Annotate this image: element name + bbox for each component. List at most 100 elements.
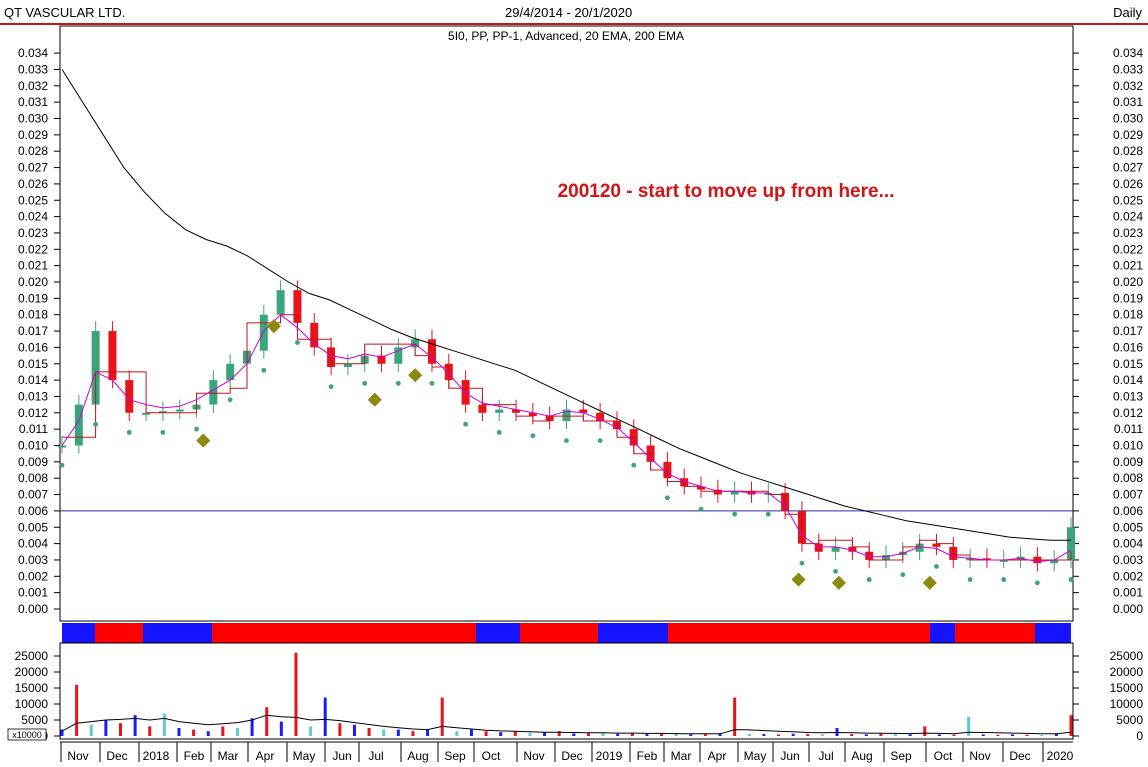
price-panel — [59, 25, 1074, 622]
price-bar — [999, 559, 1008, 562]
price-bar — [528, 412, 537, 417]
price-bar — [427, 339, 436, 364]
interval-label: Daily — [1113, 5, 1142, 20]
volume-ma-line — [61, 714, 1072, 735]
volume-bar — [89, 724, 93, 736]
volume-bar — [250, 718, 254, 736]
price-tick-label: 0.027 — [1113, 161, 1143, 175]
time-label: May — [293, 749, 316, 763]
volume-bar — [513, 731, 517, 736]
time-label: Feb — [637, 749, 658, 763]
volume-tick-label: 5000 — [21, 713, 48, 727]
signal-dot — [900, 572, 906, 578]
annotation-text: 200120 - start to move up from here... — [558, 181, 895, 202]
time-label: Jun — [780, 749, 799, 763]
price-bar — [125, 380, 134, 413]
price-bar — [831, 546, 840, 552]
price-tick-label: 0.005 — [18, 520, 48, 534]
volume-bar — [148, 726, 152, 736]
time-label: Nov — [969, 749, 990, 763]
time-label: Sep — [890, 749, 912, 763]
price-bar — [579, 409, 588, 413]
price-tick-label: 0.009 — [1113, 455, 1143, 469]
price-bar — [158, 411, 167, 414]
band-segment — [62, 623, 95, 643]
volume-bar — [630, 733, 634, 736]
volume-bar — [235, 728, 239, 736]
price-tick-label: 0.011 — [1114, 422, 1143, 436]
volume-bar — [806, 734, 810, 736]
time-label: 2020 — [1047, 749, 1074, 763]
volume-bar — [981, 734, 985, 736]
date-range: 29/4/2014 - 20/1/2020 — [505, 5, 633, 20]
trend-band — [62, 623, 1071, 643]
volume-tick-label: 5000 — [1116, 713, 1143, 727]
price-bar — [411, 339, 420, 348]
price-tick-label: 0.033 — [1113, 62, 1143, 76]
time-label: Dec — [561, 749, 582, 763]
price-tick-label: 0.006 — [18, 504, 48, 518]
band-segment — [768, 623, 930, 643]
price-bar — [814, 543, 823, 552]
price-bar — [915, 543, 924, 552]
price-tick-label: 0.014 — [1113, 373, 1143, 387]
signal-dot — [59, 462, 65, 468]
time-label: Dec — [1009, 749, 1030, 763]
price-tick-label: 0.017 — [1113, 324, 1143, 338]
price-tick-label: 0.017 — [18, 324, 48, 338]
signal-dot — [866, 577, 872, 582]
volume-bar — [586, 733, 590, 736]
volume-bar — [967, 716, 971, 736]
signal-dot — [934, 564, 939, 569]
signal-dot — [530, 433, 536, 439]
price-bar — [276, 290, 285, 315]
diamond-marker — [922, 575, 937, 590]
volume-bar — [718, 733, 722, 736]
price-tick-label: 0.030 — [18, 112, 48, 126]
volume-bar — [279, 721, 283, 736]
volume-bar — [1054, 734, 1058, 736]
price-bar — [142, 412, 151, 415]
price-tick-label: 0.005 — [1113, 520, 1143, 534]
volume-bar — [952, 734, 956, 736]
price-bar — [713, 489, 722, 495]
signal-dot — [429, 380, 435, 386]
signal-dot — [463, 421, 468, 427]
volume-bars — [60, 652, 1073, 736]
volume-bar — [338, 723, 342, 736]
band-segment — [476, 623, 520, 643]
time-label: Jul — [818, 749, 833, 763]
signal-dot — [564, 438, 569, 443]
volume-bar — [908, 734, 912, 736]
price-bar — [982, 558, 991, 561]
volume-bar — [206, 731, 210, 736]
signal-dot — [1034, 580, 1040, 586]
volume-bar — [528, 732, 532, 736]
volume-bar — [601, 732, 605, 736]
price-tick-label: 0.003 — [1113, 553, 1143, 567]
price-tick-label: 0.023 — [1113, 226, 1143, 240]
price-tick-label: 0.007 — [18, 488, 48, 502]
volume-bar — [411, 731, 415, 736]
price-tick-label: 0.031 — [18, 95, 48, 109]
price-tick-label: 0.022 — [1113, 242, 1143, 256]
price-tick-label: 0.013 — [18, 389, 48, 403]
price-bar — [58, 445, 66, 448]
volume-bar — [616, 733, 620, 736]
price-bar — [343, 363, 352, 368]
price-tick-label: 0.008 — [18, 471, 48, 485]
time-label: Nov — [523, 749, 544, 763]
price-bar — [259, 314, 268, 351]
time-label: 2018 — [143, 749, 170, 763]
price-tick-label: 0.011 — [19, 422, 48, 436]
company-name: QT VASCULAR LTD. — [4, 5, 126, 20]
price-tick-label: 0.026 — [18, 177, 48, 191]
price-bar — [1067, 527, 1075, 560]
price-tick-label: 0.021 — [18, 259, 48, 273]
signal-dot — [765, 511, 771, 517]
signal-dot — [1001, 577, 1007, 582]
price-bar — [209, 380, 218, 405]
price-axis-left: 0.034 0.033 0.032 0.031 0.030 0.029 0.028 0.027… — [18, 46, 60, 616]
price-tick-label: 0.025 — [18, 193, 48, 207]
signal-dot — [732, 511, 738, 517]
